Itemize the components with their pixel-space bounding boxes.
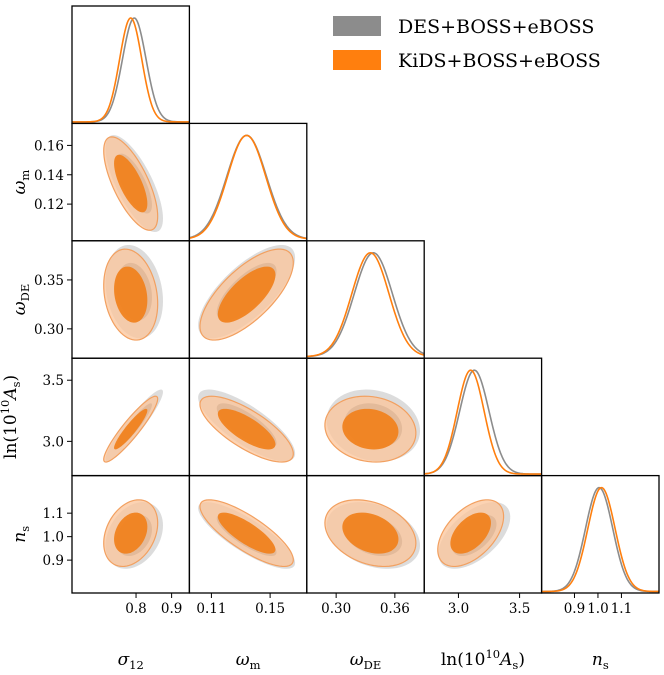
y-tick-label: 0.30 xyxy=(34,322,64,338)
y-axis-label-omega_DE: ωDE xyxy=(10,284,32,316)
contour-kids-68 xyxy=(114,266,148,323)
x-tick-label: 1.1 xyxy=(611,601,632,617)
y-axis-label-omega_m: ωm xyxy=(10,170,32,195)
contour-kids-68 xyxy=(114,512,148,554)
y-tick-label: 3.0 xyxy=(43,434,64,450)
marginal-curve-kids xyxy=(189,134,307,240)
marginal-curve-des xyxy=(541,486,659,593)
x-axis-label-omega_DE: ωDE xyxy=(350,650,382,672)
x-tick-label: 0.9 xyxy=(564,601,585,617)
panel-sigma12-vs-ns xyxy=(71,474,191,594)
x-tick-label: 0.9 xyxy=(161,601,182,617)
x-tick-label: 3.0 xyxy=(448,601,469,617)
x-axis-label-ns: ns xyxy=(592,650,609,672)
panel-omega_m-vs-omega_DE xyxy=(188,240,308,359)
contour-kids-68 xyxy=(342,512,399,554)
panel-omega_DE-vs-ns xyxy=(306,474,425,594)
marginal-omega_DE xyxy=(306,240,425,359)
y-tick-label: 3.5 xyxy=(43,373,64,389)
panel-omega_m-vs-lnAs xyxy=(188,357,308,477)
panel-lnAs-vs-ns xyxy=(423,474,543,594)
panel-frame xyxy=(423,357,543,477)
marginal-lnAs xyxy=(423,357,543,477)
marginal-curve-kids xyxy=(541,486,660,593)
y-tick-label: 1.1 xyxy=(43,506,64,522)
y-tick-label: 0.14 xyxy=(34,168,64,184)
y-tick-label: 0.9 xyxy=(43,553,64,569)
panel-omega_DE-vs-lnAs xyxy=(306,357,425,477)
marginal-ns xyxy=(540,474,660,594)
marginal-curve-des xyxy=(306,252,425,358)
marginal-curve-kids xyxy=(306,251,425,358)
legend: DES+BOSS+eBOSS KiDS+BOSS+eBOSS xyxy=(333,16,601,72)
panel-sigma12-vs-omega_DE xyxy=(71,240,191,359)
contour-kids-68 xyxy=(114,408,148,450)
panel-sigma12-vs-lnAs xyxy=(71,357,191,477)
contour-kids-68 xyxy=(342,408,399,450)
legend-label-kids: KiDS+BOSS+eBOSS xyxy=(398,50,601,72)
x-tick-label: 0.15 xyxy=(255,601,285,617)
marginal-sigma12 xyxy=(71,5,191,125)
contour-kids-68 xyxy=(217,408,276,450)
x-tick-label: 1.0 xyxy=(587,601,608,617)
y-tick-label: 0.16 xyxy=(34,138,64,154)
panel-omega_m-vs-ns xyxy=(188,474,308,594)
legend-swatch-kids xyxy=(333,50,381,70)
contour-kids-68 xyxy=(217,266,276,323)
marginal-curve-des xyxy=(72,17,190,123)
panel-frame xyxy=(188,122,308,242)
legend-swatch-des xyxy=(333,16,381,36)
x-tick-label: 0.8 xyxy=(125,601,146,617)
panel-frame xyxy=(306,240,425,359)
panel-sigma12-vs-omega_m xyxy=(71,122,191,242)
y-tick-label: 0.12 xyxy=(34,197,64,213)
contour-kids-68 xyxy=(114,154,148,213)
panel-frame xyxy=(540,474,660,594)
panel-frame xyxy=(71,5,191,125)
x-axis-label-lnAs: ln(1010As) xyxy=(441,647,525,672)
legend-label-des: DES+BOSS+eBOSS xyxy=(398,16,594,38)
y-tick-label: 1.0 xyxy=(43,530,64,546)
x-tick-label: 0.11 xyxy=(196,601,226,617)
marginal-curve-des xyxy=(189,134,307,240)
x-axis-label-omega_m: ωm xyxy=(236,650,261,672)
x-axis-label-sigma12: σ12 xyxy=(118,650,144,672)
y-axis-label-lnAs: ln(1010As) xyxy=(0,375,23,459)
marginal-curve-des xyxy=(424,369,542,475)
contour-kids-68 xyxy=(450,512,491,554)
x-tick-label: 3.5 xyxy=(509,601,530,617)
y-axis-label-ns: ns xyxy=(10,526,32,543)
contour-kids-68 xyxy=(217,512,276,554)
x-tick-label: 0.36 xyxy=(380,601,410,617)
x-tick-label: 0.30 xyxy=(321,601,351,617)
marginal-omega_m xyxy=(188,122,308,242)
marginal-curve-kids xyxy=(72,17,190,123)
y-tick-label: 0.35 xyxy=(34,273,64,289)
marginal-curve-kids xyxy=(424,369,542,475)
